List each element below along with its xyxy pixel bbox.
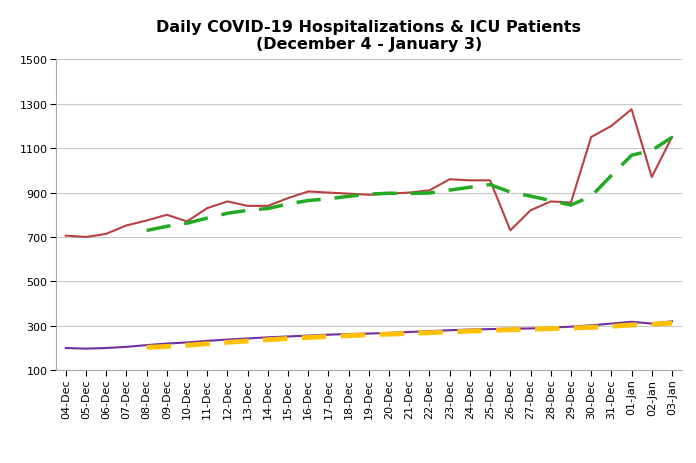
Title: Daily COVID-19 Hospitalizations & ICU Patients
(December 4 - January 3): Daily COVID-19 Hospitalizations & ICU Pa… [157, 20, 581, 52]
